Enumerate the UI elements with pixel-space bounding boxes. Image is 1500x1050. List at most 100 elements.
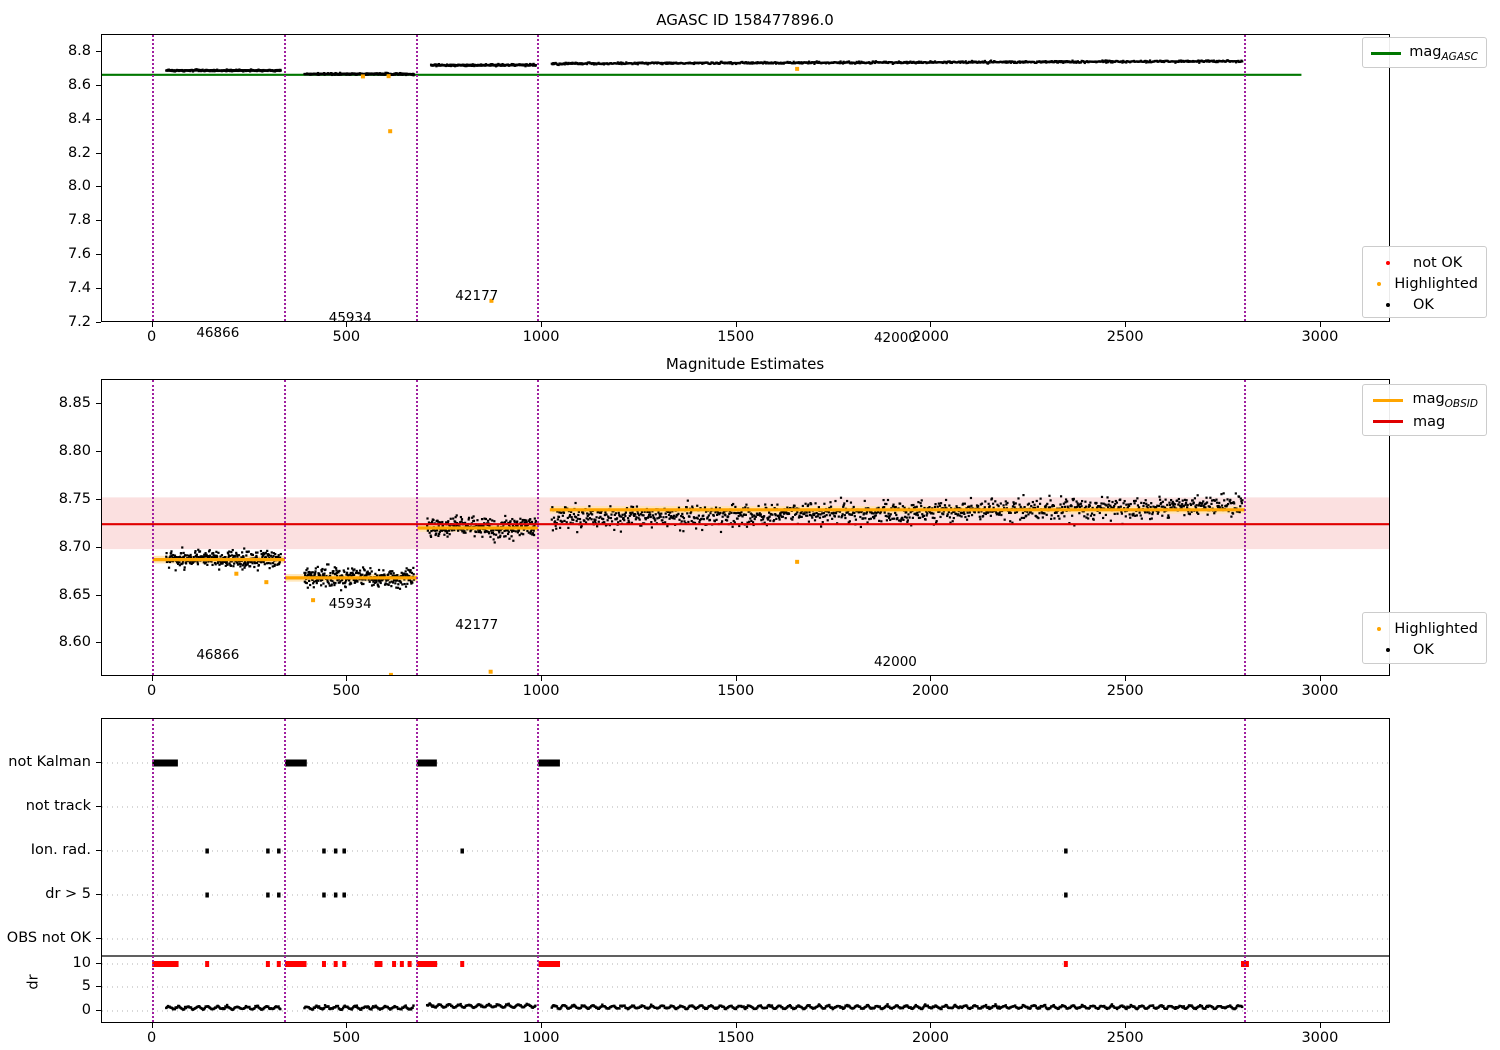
x-tickmark <box>1319 676 1321 681</box>
obsid-divider-0 <box>151 380 154 675</box>
middle-panel-legend-points[interactable]: Highlighted OK <box>1362 612 1487 664</box>
obsid-label-42177: 42177 <box>455 617 499 633</box>
category-label-2: Ion. rad. <box>30 842 91 858</box>
y-tickmark <box>96 288 101 290</box>
y-tick-label: 7.4 <box>67 280 91 297</box>
x-tickmark <box>541 322 543 327</box>
y-tickmark <box>96 322 101 323</box>
y-tickmark <box>96 402 101 404</box>
middle-panel-legend-lines[interactable]: magOBSID mag <box>1362 384 1487 436</box>
legend-label-ok: OK <box>1413 641 1434 658</box>
x-tickmark <box>346 676 348 681</box>
obsid-label-45934: 45934 <box>328 310 372 326</box>
legend-item-not-ok: not OK <box>1371 252 1478 273</box>
y-tick-label: 7.8 <box>67 212 91 229</box>
x-tickmark <box>151 676 153 681</box>
x-tick-label: 500 <box>332 329 361 345</box>
x-tickmark <box>735 676 737 681</box>
y-tickmark <box>96 498 101 500</box>
y-tick-label: 8.0 <box>67 178 91 195</box>
obsid-divider-4 <box>1243 719 1246 1022</box>
y-tick-label: 8.2 <box>67 144 91 161</box>
y-tick-label: 8.60 <box>58 634 91 651</box>
legend-item-ok: OK <box>1371 294 1478 315</box>
y-tickmark <box>96 938 101 939</box>
legend-item-mag-agasc: magAGASC <box>1371 43 1478 64</box>
middle-panel-plot-area <box>102 492 1389 675</box>
legend-item-mag-obsid: magOBSID <box>1371 390 1478 411</box>
x-tick-label: 0 <box>147 1030 157 1046</box>
obsid-divider-1 <box>284 380 287 675</box>
y-tickmark <box>96 152 101 154</box>
dr-tickmark <box>96 1010 101 1011</box>
x-tickmark <box>541 1023 543 1028</box>
top-panel-legend-points[interactable]: not OK Highlighted OK <box>1362 246 1487 318</box>
highlighted-dot-icon <box>1371 281 1386 286</box>
obsid-divider-4 <box>1243 380 1246 675</box>
obsid-divider-3 <box>537 719 540 1022</box>
dr-tick-label: 10 <box>72 955 91 971</box>
x-tick-label: 1000 <box>522 329 560 345</box>
y-tickmark <box>96 220 101 222</box>
y-tickmark <box>96 118 101 120</box>
x-tick-label: 3000 <box>1301 329 1339 345</box>
x-tick-label: 2500 <box>1106 683 1144 699</box>
x-tick-label: 2000 <box>912 1030 949 1046</box>
y-tickmark <box>96 450 101 452</box>
y-tickmark <box>96 546 101 548</box>
x-tick-label: 500 <box>332 683 361 699</box>
obsid-label-42000: 42000 <box>873 330 917 346</box>
category-label-1: not track <box>25 798 91 814</box>
x-tickmark <box>735 1023 737 1028</box>
y-tick-label: 7.6 <box>67 246 91 263</box>
x-tickmark <box>346 322 348 327</box>
x-tickmark <box>346 1023 348 1028</box>
x-tick-label: 2500 <box>1106 329 1144 345</box>
x-tick-label: 1500 <box>717 1030 755 1046</box>
y-tick-label: 8.65 <box>58 586 91 603</box>
dr-tickmark <box>96 963 101 964</box>
ok-points-top <box>165 59 1244 77</box>
x-tickmark <box>930 676 932 681</box>
top-panel-axes <box>101 34 1390 322</box>
x-tickmark <box>1319 1023 1321 1028</box>
obsid-divider-3 <box>537 35 540 321</box>
legend-label-highlighted: Highlighted <box>1394 620 1478 637</box>
ok-dot-icon <box>1371 302 1405 307</box>
marks <box>152 759 560 767</box>
x-tickmark <box>541 676 543 681</box>
y-tick-label: 8.70 <box>58 538 91 555</box>
middle-panel-title: Magnitude Estimates <box>665 355 825 373</box>
dr-points <box>165 1002 1244 1011</box>
marks <box>205 892 1068 898</box>
top-panel-plot-area <box>102 59 1302 303</box>
x-tick-label: 2000 <box>912 329 949 345</box>
obsid-divider-2 <box>416 35 419 321</box>
x-tickmark <box>1125 1023 1127 1028</box>
dr-axis-label: dr <box>25 974 42 990</box>
y-tick-label: 8.85 <box>58 394 91 411</box>
obsid-label-42177: 42177 <box>455 288 499 304</box>
bottom-panel-axes <box>101 718 1390 1023</box>
marks <box>205 848 1068 854</box>
obsid-label-42000: 42000 <box>873 654 917 670</box>
obsid-divider-1 <box>284 35 287 321</box>
category-label-3: dr > 5 <box>45 886 91 902</box>
obsid-divider-2 <box>416 380 419 675</box>
y-tick-label: 8.8 <box>67 42 91 59</box>
highlighted-points-top <box>360 66 800 303</box>
x-tickmark <box>151 1023 153 1028</box>
x-tick-label: 1000 <box>522 1030 560 1046</box>
middle-panel-axes <box>101 379 1390 676</box>
highlighted-dot-icon <box>1371 626 1386 631</box>
legend-label-mag-agasc: magAGASC <box>1409 44 1478 63</box>
x-tickmark <box>1125 322 1127 327</box>
y-tickmark <box>96 50 101 52</box>
category-label-4: OBS not OK <box>6 930 91 946</box>
x-tick-label: 0 <box>147 329 157 345</box>
legend-item-mag: mag <box>1371 411 1478 432</box>
y-tickmark <box>96 186 101 188</box>
top-panel-legend-mag-agasc[interactable]: magAGASC <box>1362 37 1487 68</box>
x-tick-label: 2500 <box>1106 1030 1144 1046</box>
x-tickmark <box>151 322 153 327</box>
